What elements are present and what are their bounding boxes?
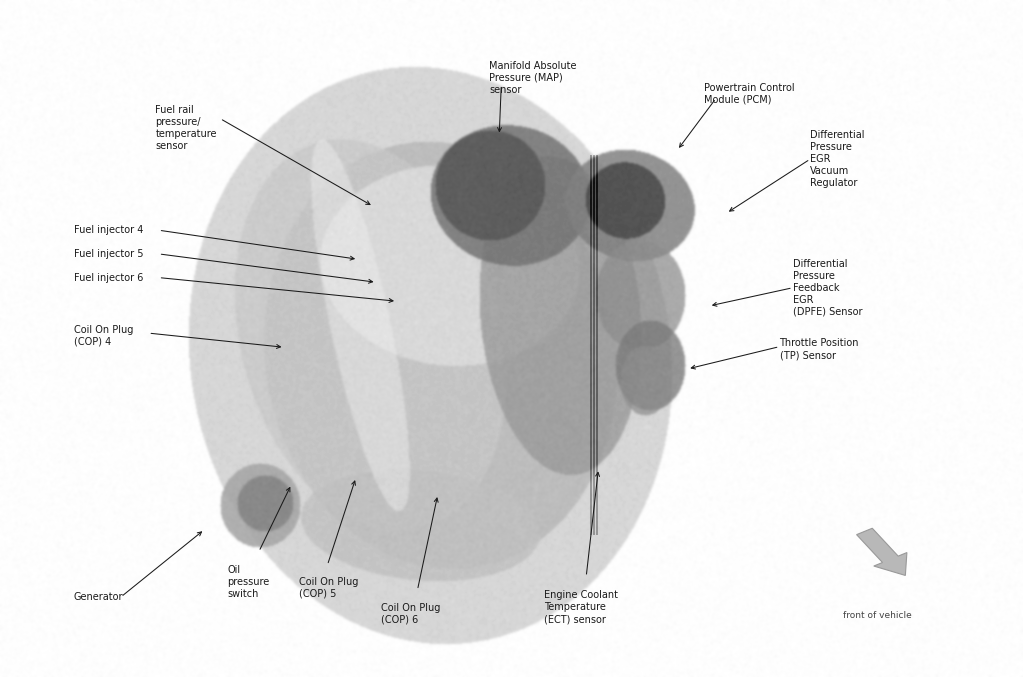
Text: Oil
pressure
switch: Oil pressure switch [227, 565, 269, 599]
Text: Manifold Absolute
Pressure (MAP)
sensor: Manifold Absolute Pressure (MAP) sensor [489, 61, 577, 95]
Text: Generator: Generator [74, 592, 123, 602]
Text: Differential
Pressure
Feedback
EGR
(DPFE) Sensor: Differential Pressure Feedback EGR (DPFE… [793, 259, 862, 317]
Text: Coil On Plug
(COP) 5: Coil On Plug (COP) 5 [299, 577, 358, 598]
Text: front of vehicle: front of vehicle [843, 611, 913, 619]
Text: Powertrain Control
Module (PCM): Powertrain Control Module (PCM) [704, 83, 795, 104]
FancyArrow shape [856, 528, 907, 575]
Text: Fuel injector 5: Fuel injector 5 [74, 249, 143, 259]
Text: Engine Coolant
Temperature
(ECT) sensor: Engine Coolant Temperature (ECT) sensor [544, 590, 618, 624]
Text: Fuel injector 4: Fuel injector 4 [74, 225, 143, 235]
Text: Differential
Pressure
EGR
Vacuum
Regulator: Differential Pressure EGR Vacuum Regulat… [810, 130, 864, 188]
Text: Throttle Position
(TP) Sensor: Throttle Position (TP) Sensor [780, 338, 859, 360]
Text: Coil On Plug
(COP) 6: Coil On Plug (COP) 6 [381, 603, 440, 624]
Text: Fuel rail
pressure/
temperature
sensor: Fuel rail pressure/ temperature sensor [155, 105, 217, 151]
Text: Coil On Plug
(COP) 4: Coil On Plug (COP) 4 [74, 325, 133, 347]
Text: Fuel injector 6: Fuel injector 6 [74, 273, 143, 282]
